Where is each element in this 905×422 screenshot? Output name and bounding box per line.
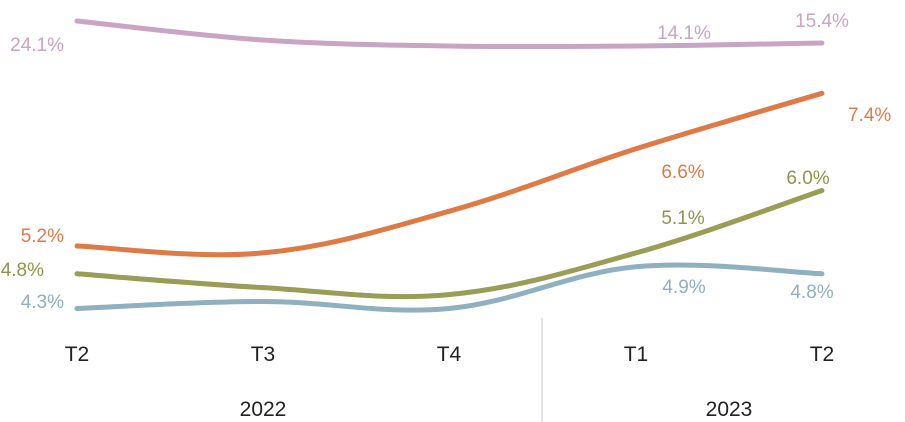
data-label: 7.4% — [848, 105, 891, 126]
x-axis: T2 T3 T4 T1 T2 2022 2023 — [65, 318, 835, 422]
x-tick-label: T3 — [251, 343, 276, 366]
data-label: 5.2% — [21, 226, 64, 247]
data-label: 6.0% — [786, 168, 829, 189]
series-line — [74, 262, 825, 313]
data-label: 14.1% — [657, 23, 711, 44]
series-layer — [74, 18, 825, 313]
data-label: 4.9% — [662, 277, 705, 298]
data-label: 4.8% — [1, 260, 44, 281]
data-label-layer: 24.1% 14.1% 15.4% 5.2% 6.6% 7.4% 4.8% 5.1% 6.0% 4… — [1, 11, 892, 313]
series-line — [74, 188, 825, 300]
x-tick-label: T1 — [624, 343, 649, 366]
year-label-2023: 2023 — [706, 398, 753, 421]
year-label-2022: 2022 — [240, 398, 287, 421]
series-line — [74, 18, 825, 50]
data-label: 24.1% — [10, 35, 64, 56]
series-line — [74, 90, 825, 258]
data-label: 15.4% — [795, 11, 849, 32]
x-tick-label: T4 — [437, 343, 462, 366]
data-label: 5.1% — [661, 208, 704, 229]
data-label: 6.6% — [661, 162, 704, 183]
data-label: 4.3% — [21, 292, 64, 313]
data-label: 4.8% — [790, 282, 833, 303]
x-tick-label: T2 — [810, 343, 835, 366]
x-tick-label: T2 — [65, 343, 90, 366]
